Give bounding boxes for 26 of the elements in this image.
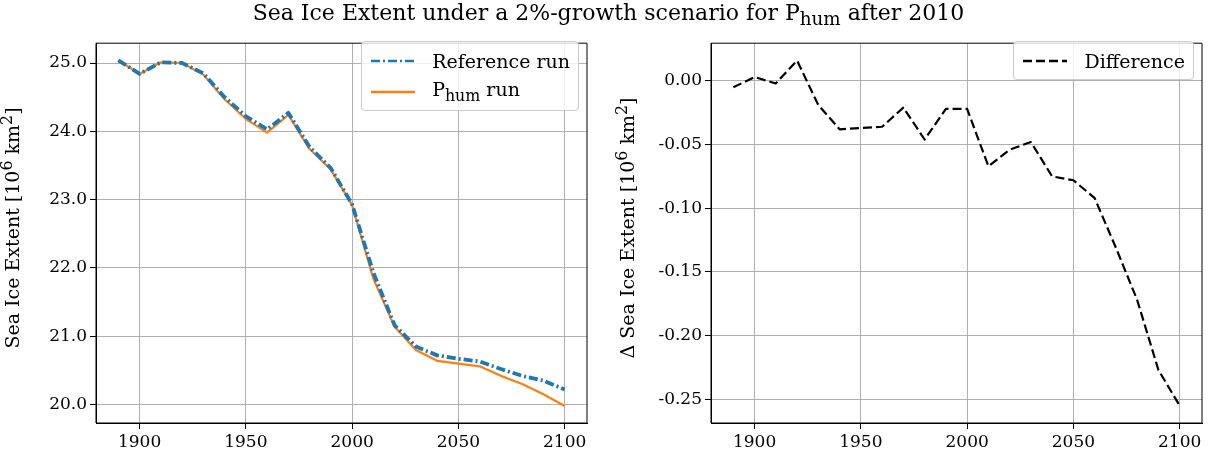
y-tick-label: 21.0 bbox=[49, 324, 87, 345]
y-tick-label: 22.0 bbox=[49, 256, 87, 277]
y-tick-label: -0.20 bbox=[658, 324, 702, 345]
x-tick-label: 1900 bbox=[117, 430, 162, 451]
x-tick-label: 1950 bbox=[224, 430, 268, 451]
y-tick-label: -0.25 bbox=[658, 387, 702, 408]
y-tick-label: 0.00 bbox=[664, 69, 702, 90]
x-tick-label: 1900 bbox=[732, 430, 777, 451]
y-tick-label: -0.15 bbox=[658, 260, 702, 281]
y-tick-label: 20.0 bbox=[49, 392, 87, 413]
legend-label: Difference bbox=[1084, 49, 1185, 72]
chart-title: Sea Ice Extent under a 2%-growth scenario for P$_{hum}$ after 2010 bbox=[251, 0, 966, 30]
y-tick-label: 23.0 bbox=[49, 188, 87, 209]
legend-label: Reference run bbox=[432, 49, 570, 72]
x-tick-label: 2100 bbox=[543, 430, 587, 451]
x-tick-label: 2100 bbox=[1158, 430, 1202, 451]
x-tick-label: 1950 bbox=[839, 430, 883, 451]
x-tick-label: 2050 bbox=[1051, 430, 1096, 451]
y-tick-label: 25.0 bbox=[49, 51, 87, 72]
x-tick-label: 2000 bbox=[330, 430, 374, 451]
y-tick-label: -0.10 bbox=[658, 196, 702, 217]
y-tick-label: -0.05 bbox=[658, 133, 702, 153]
legend-label: P$_{hum}$ run bbox=[432, 78, 520, 105]
x-tick-label: 2000 bbox=[945, 430, 989, 451]
y-tick-label: 24.0 bbox=[49, 119, 87, 140]
x-tick-label: 2050 bbox=[436, 430, 481, 451]
